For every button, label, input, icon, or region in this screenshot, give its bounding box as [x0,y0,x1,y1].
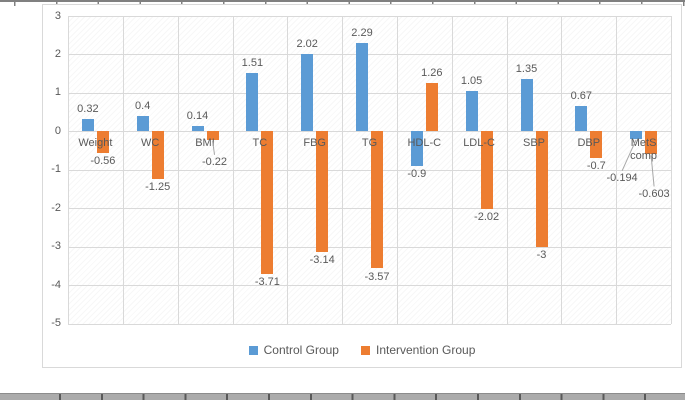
y-axis-tick-label: -2 [51,201,61,214]
bar-control-group[interactable] [520,79,533,132]
bar-control-group[interactable] [301,53,314,132]
bar-intervention-group[interactable] [480,131,493,209]
category-label: Weight [78,137,113,150]
gridline-vertical [177,16,179,324]
bar-intervention-group[interactable] [371,131,383,269]
gridline-horizontal [68,246,671,248]
category-label: SBP [522,137,545,150]
gridline-vertical [451,16,453,324]
legend-item-intervention-group[interactable]: Intervention Group [360,343,476,357]
gridline-vertical [671,16,672,324]
gridline-vertical [506,16,508,324]
gridline-horizontal [68,54,671,56]
bar-control-group[interactable] [136,115,149,132]
bar-control-group[interactable] [81,119,94,132]
bar-value-label: 0.4 [135,99,151,112]
bar-control-group[interactable] [630,131,643,139]
bar-intervention-group[interactable] [535,131,548,247]
bar-value-label: -0.7 [586,160,606,173]
bar-value-label: -2.02 [474,211,500,223]
gridline-vertical [342,16,344,324]
bar-intervention-group[interactable] [151,131,164,180]
bar-value-label: 2.29 [351,27,373,40]
category-label: WC [141,137,160,150]
bar-control-group[interactable] [356,43,368,132]
y-axis-tick-label: -3 [51,240,61,253]
bar-value-label: -0.603 [638,187,670,200]
bar-control-group[interactable] [575,105,588,132]
gridline-horizontal [68,16,671,17]
bar-value-label: -0.56 [90,154,116,167]
bar-value-label: 1.26 [421,66,443,79]
legend-item-control-group[interactable]: Control Group [248,343,339,357]
category-label: FBG [303,137,326,150]
bar-intervention-group[interactable] [590,131,603,159]
gridline-horizontal [68,208,671,210]
legend-swatch [360,345,370,355]
category-label: TC [252,137,268,150]
y-axis-tick-label: 2 [54,47,61,60]
bar-value-label: -3.57 [364,270,390,283]
category-label: DBP [577,137,601,150]
gridline-horizontal [68,323,671,325]
legend-label: Intervention Group [375,343,476,357]
bar-value-label: -0.22 [201,155,228,168]
bar-value-label: 1.35 [515,63,538,76]
gridline-horizontal [68,131,671,133]
y-axis-tick-label: 3 [54,9,61,22]
y-axis-tick-label: 1 [54,86,61,99]
category-label: HDL-C [407,137,442,150]
gridline-vertical [68,16,69,324]
bar-value-label: -1.25 [145,181,171,194]
legend-label: Control Group [263,343,339,357]
chart-legend: Control Group Intervention Group [43,343,681,357]
spreadsheet-column-ticks-bottom [59,394,685,400]
spreadsheet-row-border-bottom [0,393,685,400]
bar-value-label: -0.194 [606,171,638,184]
bar-intervention-group[interactable] [206,131,219,140]
gridline-vertical [616,16,618,324]
gridline-vertical [287,16,289,324]
gridline-vertical [122,16,124,324]
category-label: BMI [195,137,215,150]
gridline-horizontal [68,92,671,94]
bar-value-label: -3.14 [309,254,335,266]
gridline-vertical [396,16,398,324]
gridline-horizontal [68,169,671,171]
bar-control-group[interactable] [465,91,478,132]
bar-value-label: 1.51 [241,57,264,70]
gridline-vertical [232,16,234,324]
bar-value-label: -3.71 [254,275,280,288]
chart-frame[interactable]: 3 2 1 0 -1 -2 -3 -4 -5 0.32 0.4 0.14 1.51 2.02 2.29 -0… [42,4,682,368]
bar-intervention-group[interactable] [96,131,109,153]
bar-intervention-group[interactable] [261,131,274,274]
bar-intervention-group[interactable] [425,82,438,132]
y-axis-tick-label: -1 [51,163,61,176]
category-label: LDL-C [463,137,495,150]
bar-value-label: 2.02 [296,37,318,50]
legend-swatch [248,345,258,355]
bar-intervention-group[interactable] [645,131,658,155]
bar-control-group[interactable] [246,73,259,132]
bar-value-label: -3 [536,248,547,261]
bar-value-label: 0.14 [186,109,209,122]
spreadsheet-gridline-top [0,0,685,2]
y-axis-tick-label: -5 [51,317,61,329]
category-label: TG [361,137,378,150]
gridline-vertical [561,16,563,324]
y-axis-tick-label: 0 [54,124,61,137]
bar-value-label: -0.9 [407,167,427,180]
bar-value-label: 0.67 [570,89,592,102]
gridline-horizontal [68,285,671,287]
plot-area [68,16,671,324]
bar-control-group[interactable] [410,131,423,166]
bar-value-label: 0.32 [77,103,99,115]
bar-value-label: 1.05 [460,75,483,87]
bar-intervention-group[interactable] [316,131,329,252]
y-axis-tick-label: -4 [51,278,61,291]
bar-control-group[interactable] [191,125,204,132]
category-label: MetS comp [630,137,658,163]
